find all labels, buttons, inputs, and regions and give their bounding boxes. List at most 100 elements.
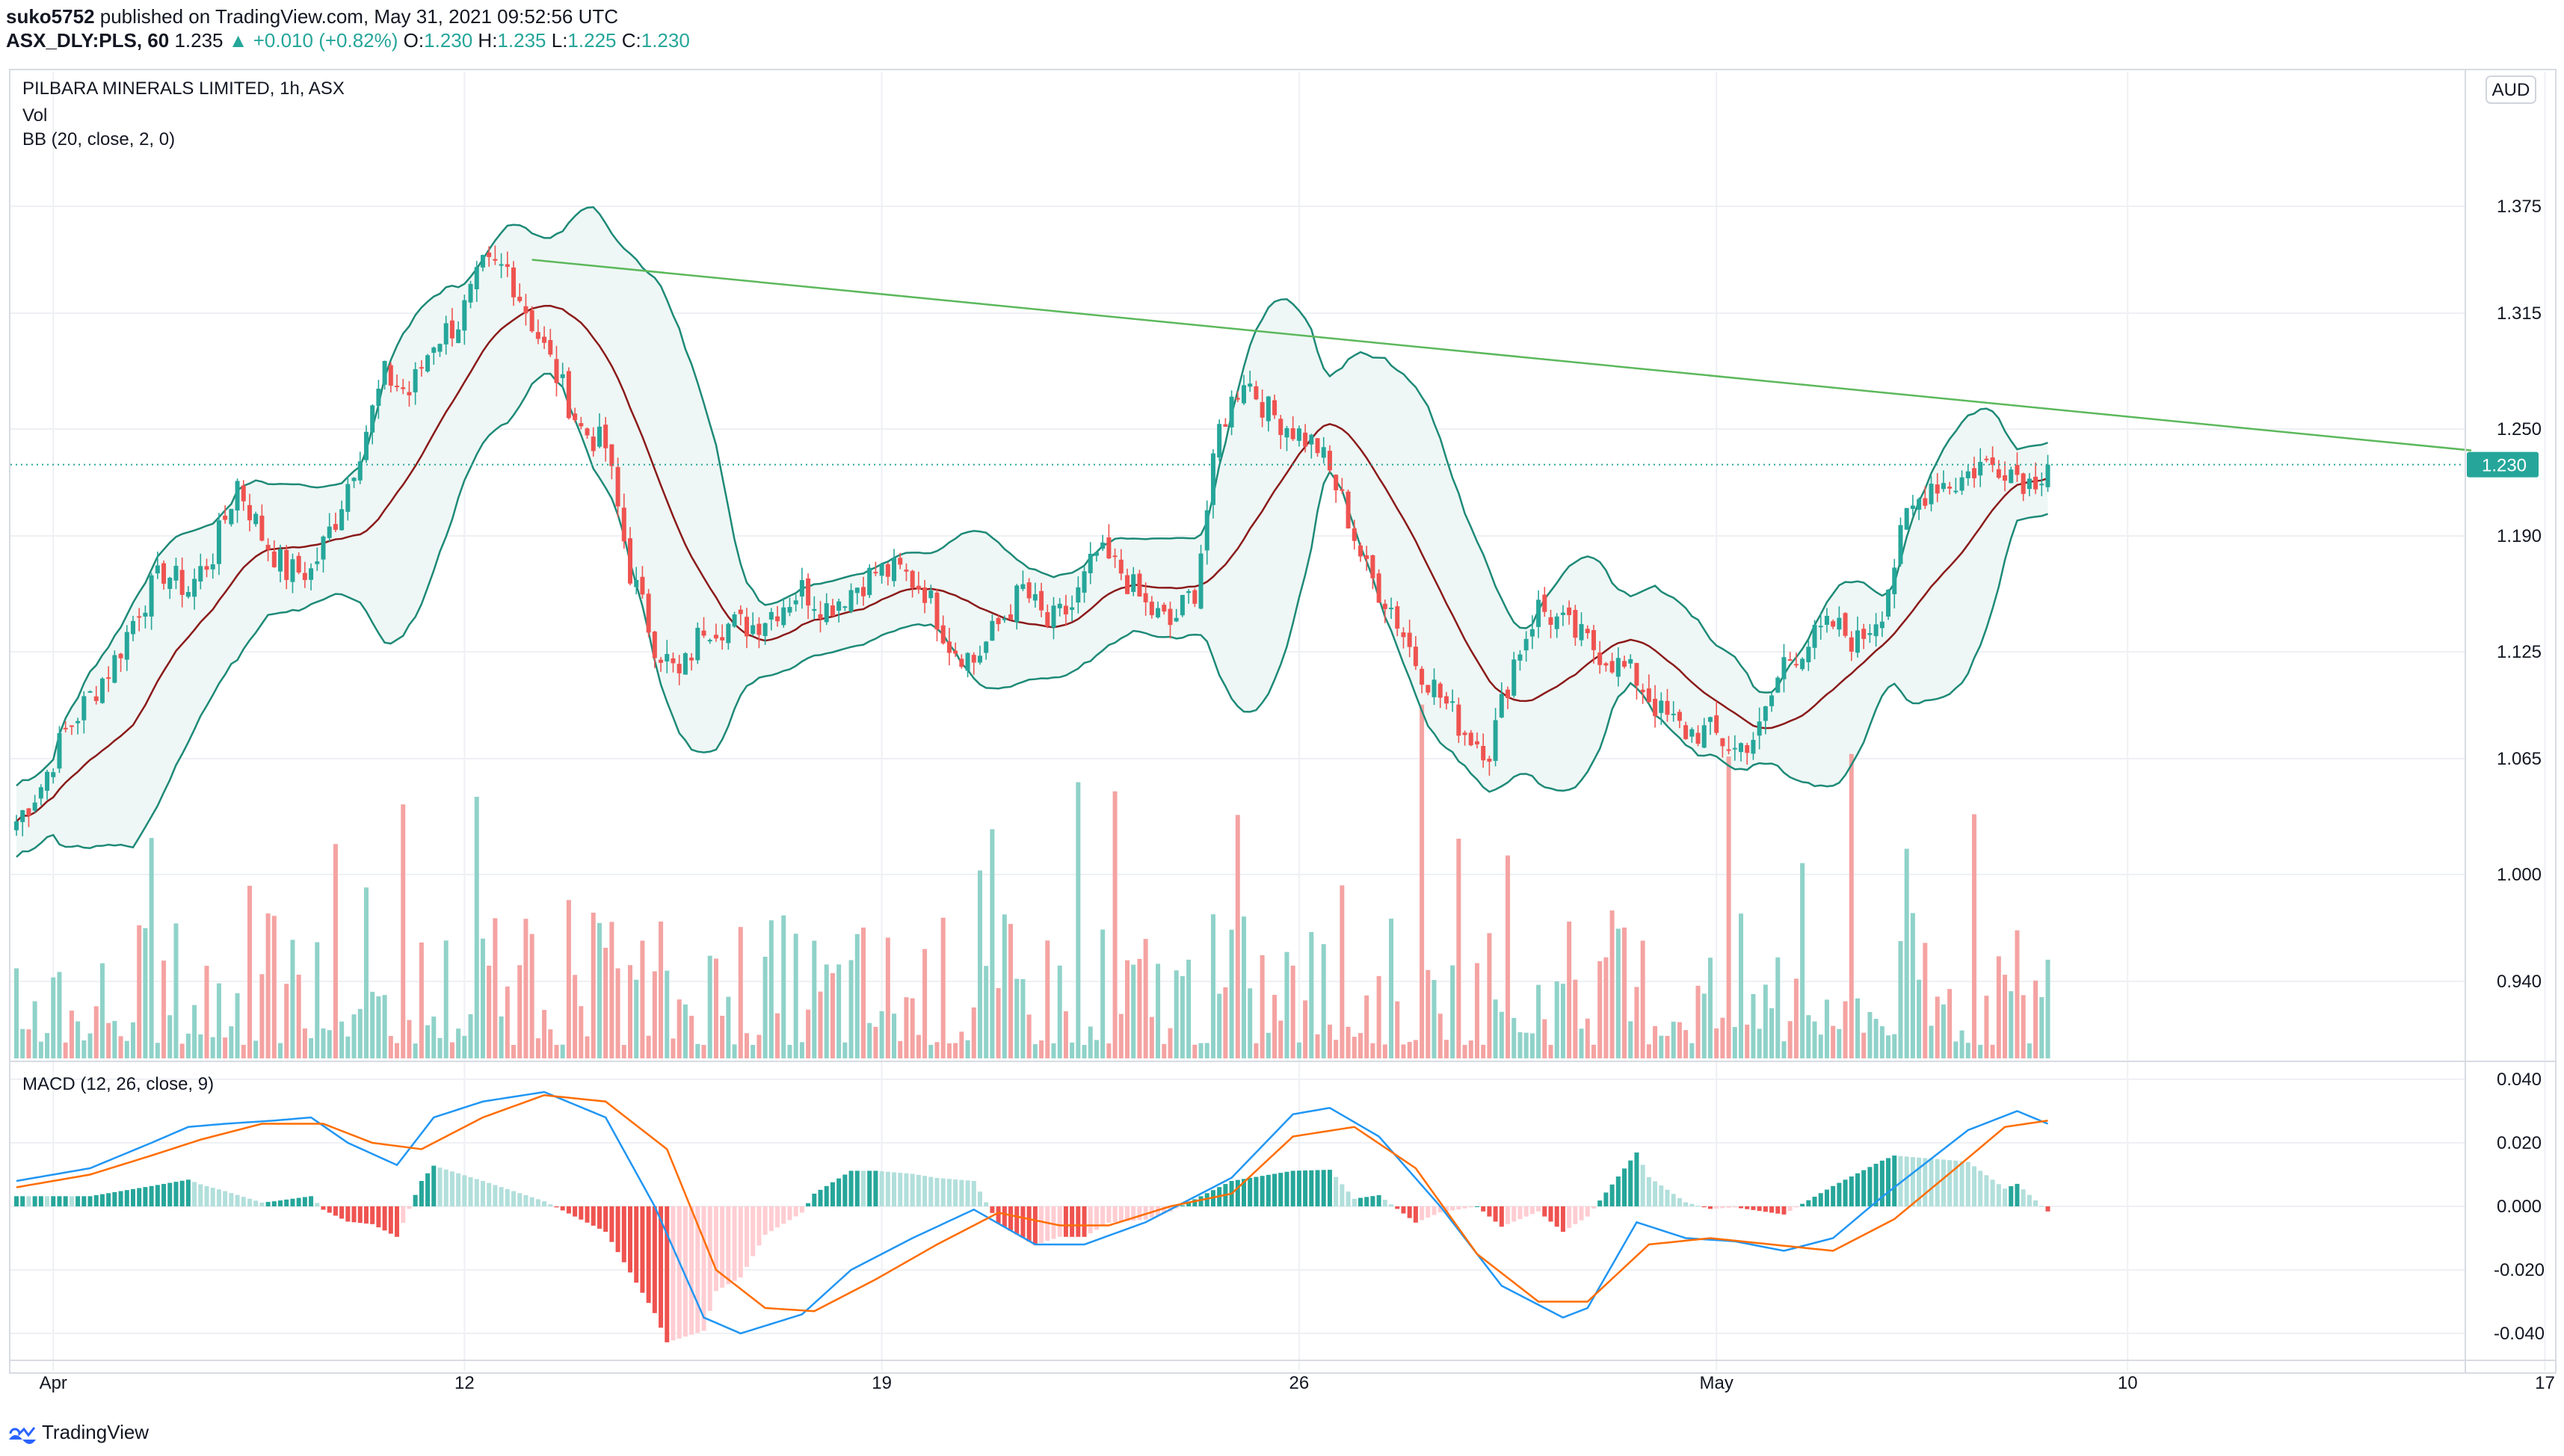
- candle-body: [437, 344, 443, 352]
- volume-bar: [922, 948, 928, 1058]
- candle-body: [646, 593, 651, 633]
- macd-histogram-bar: [57, 1196, 62, 1206]
- candle-body: [1437, 683, 1443, 698]
- volume-bar: [609, 922, 614, 1058]
- candle-body: [695, 627, 700, 661]
- candle-body: [854, 587, 860, 593]
- volume-bar: [1904, 848, 1909, 1058]
- macd-histogram-bar: [32, 1196, 37, 1206]
- candle-body: [1210, 453, 1215, 505]
- volume-bar: [1929, 1025, 1934, 1058]
- currency-box[interactable]: [2486, 75, 2536, 104]
- candle-body: [1382, 603, 1387, 609]
- volume-bar: [1843, 1001, 1848, 1058]
- candle-body: [179, 570, 185, 595]
- macd-histogram-bar: [1026, 1206, 1032, 1241]
- macd-histogram-bar: [1929, 1159, 1934, 1206]
- candle-body: [1793, 664, 1799, 666]
- macd-histogram-bar: [179, 1180, 185, 1206]
- candle-body: [1284, 428, 1289, 438]
- candle-body: [1861, 629, 1867, 639]
- bb-legend[interactable]: BB (20, close, 2, 0): [22, 129, 176, 149]
- volume-bar: [1352, 1037, 1357, 1058]
- volume-bar: [413, 1043, 418, 1058]
- volume-bar: [284, 984, 289, 1058]
- candle-body: [1775, 677, 1781, 693]
- volume-bar: [1585, 1018, 1590, 1058]
- volume-bar: [1751, 993, 1756, 1058]
- volume-bar: [1739, 913, 1744, 1058]
- candle-body: [2033, 476, 2038, 490]
- candle-body: [395, 386, 400, 388]
- volume-bar: [1769, 1008, 1775, 1058]
- macd-histogram-bar: [1567, 1206, 1572, 1228]
- macd-histogram-bar: [591, 1206, 596, 1226]
- candle-body: [621, 508, 626, 542]
- macd-histogram-bar: [468, 1176, 473, 1206]
- macd-histogram-bar: [1941, 1159, 1946, 1206]
- candle-body: [1548, 617, 1553, 625]
- candle-body: [419, 367, 424, 369]
- macd-histogram-bar: [351, 1206, 357, 1223]
- macd-histogram-bar: [1395, 1206, 1400, 1209]
- macd-histogram-bar: [45, 1196, 50, 1206]
- volume-bar: [751, 1044, 756, 1058]
- macd-histogram-bar: [2021, 1189, 2026, 1206]
- publisher-name[interactable]: suko5752: [6, 5, 95, 28]
- macd-histogram-bar: [1923, 1158, 1928, 1206]
- candle-body: [265, 544, 271, 550]
- volume-bar: [701, 1044, 706, 1058]
- volume-bar: [1499, 1011, 1504, 1058]
- candle-body: [1370, 555, 1375, 579]
- candle-body: [370, 405, 375, 433]
- volume-bar: [1910, 913, 1915, 1058]
- volume-bar: [1272, 995, 1278, 1058]
- macd-histogram-bar: [1603, 1192, 1609, 1206]
- macd-histogram-bar: [1787, 1206, 1793, 1212]
- macd-histogram-bar: [573, 1206, 578, 1217]
- macd-histogram-bar: [720, 1206, 725, 1288]
- candle-body: [1186, 590, 1192, 593]
- volume-bar: [1481, 1044, 1486, 1058]
- volume-bar: [1745, 1024, 1750, 1058]
- candle-body: [554, 359, 559, 383]
- volume-bar: [1242, 916, 1246, 1058]
- volume-bar: [965, 1040, 970, 1058]
- macd-histogram-bar: [682, 1206, 688, 1337]
- candle-body: [296, 555, 301, 573]
- macd-histogram-bar: [984, 1202, 989, 1206]
- candle-body: [388, 365, 393, 386]
- macd-histogram-bar: [830, 1182, 835, 1206]
- macd-line: [16, 1091, 2048, 1335]
- macd-histogram-bar: [1640, 1165, 1645, 1206]
- footer-brand[interactable]: TradingView: [7, 1417, 149, 1447]
- candle-body: [456, 329, 461, 343]
- candle-body: [155, 565, 160, 574]
- candle-body: [1296, 428, 1301, 441]
- volume-bar: [1965, 1043, 1970, 1058]
- macd-histogram-bar: [787, 1206, 792, 1221]
- volume-bar: [1088, 1026, 1093, 1058]
- volume-bar: [1149, 1017, 1154, 1058]
- main-legend[interactable]: PILBARA MINERALS LIMITED, 1h, ASX: [22, 78, 345, 99]
- trendline: [10, 259, 2472, 466]
- macd-histogram-bar: [646, 1206, 651, 1304]
- volume-bar: [2015, 930, 2020, 1058]
- macd-histogram-bar: [1008, 1206, 1014, 1231]
- macd-legend[interactable]: MACD (12, 26, close, 9): [22, 1074, 215, 1094]
- volume-bar: [2003, 975, 2008, 1058]
- volume-bar: [241, 1044, 246, 1058]
- candle-body: [1567, 607, 1572, 615]
- macd-histogram-bar: [1063, 1206, 1068, 1237]
- vol-legend[interactable]: Vol: [22, 105, 48, 126]
- candle-body: [241, 485, 246, 502]
- volume-bar: [401, 804, 406, 1058]
- volume-bar: [990, 829, 995, 1058]
- candle-body: [1229, 396, 1234, 428]
- volume-bar: [1529, 1033, 1535, 1058]
- macd-histogram-bar: [413, 1194, 418, 1206]
- price-tick-label: 1.000: [2497, 865, 2542, 885]
- volume-bar: [235, 993, 240, 1058]
- volume-bar: [560, 1044, 565, 1058]
